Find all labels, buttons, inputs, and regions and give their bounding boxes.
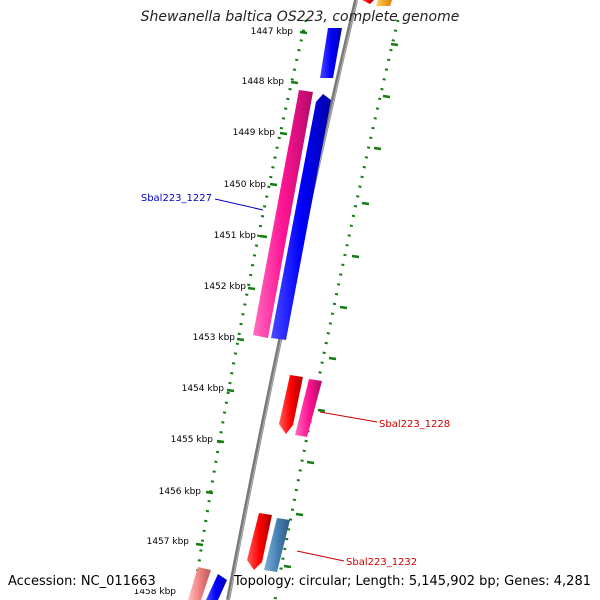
tick-mark: [295, 512, 304, 517]
gene-feature-orange[interactable]: [376, 0, 392, 6]
tick-mark: [195, 542, 204, 547]
tick-ring-inner: [191, 19, 308, 600]
tick-marks: [195, 30, 399, 569]
tick-mark: [382, 94, 391, 99]
gene-feature-red[interactable]: [362, 0, 374, 4]
gene-feature-pink[interactable]: [188, 567, 211, 600]
tick-label: 1451 kbp: [214, 231, 257, 241]
tick-ring-outer: [273, 19, 400, 600]
tick-label: 1453 kbp: [193, 333, 236, 343]
tick-mark: [236, 337, 245, 342]
gene-feature-magenta[interactable]: [253, 90, 313, 338]
accession-text: Accession: NC_011663: [8, 574, 156, 589]
label-leader-line: [319, 411, 378, 423]
gene-feature-red[interactable]: [247, 513, 272, 570]
gene-feature-magenta[interactable]: [295, 379, 322, 437]
tick-label: 1458 kbp: [134, 587, 177, 597]
label-leader-line: [214, 198, 264, 211]
tick-mark: [317, 408, 326, 413]
label-leader-line: [296, 550, 345, 562]
tick-mark: [328, 356, 337, 361]
tick-mark: [259, 234, 268, 239]
tick-label: 1457 kbp: [147, 537, 190, 547]
gene-feature-red[interactable]: [279, 375, 303, 434]
tick-mark: [306, 460, 315, 465]
tick-label: 1448 kbp: [242, 77, 285, 87]
tick-mark: [351, 254, 360, 259]
gene-feature-steelblue[interactable]: [264, 518, 290, 572]
gene-feature-blue[interactable]: [206, 574, 227, 600]
tick-mark: [361, 201, 370, 206]
tick-mark: [299, 30, 308, 35]
tick-mark: [226, 388, 235, 393]
gene-feature-blue[interactable]: [271, 94, 331, 340]
tick-mark: [205, 490, 214, 495]
gene-label-sbal223-1232[interactable]: Sbal223_1232: [346, 557, 417, 568]
tick-mark: [373, 146, 382, 151]
tick-label: 1456 kbp: [159, 487, 202, 497]
tick-label: 1452 kbp: [204, 282, 247, 292]
tick-label: 1454 kbp: [182, 384, 225, 394]
tick-mark: [283, 564, 292, 569]
gene-label-sbal223-1227[interactable]: Sbal223_1227: [141, 193, 212, 204]
tick-label: 1455 kbp: [171, 435, 214, 445]
tick-mark: [269, 182, 278, 187]
tick-mark: [290, 80, 299, 85]
tick-mark: [247, 286, 256, 291]
tick-label: 1449 kbp: [233, 128, 276, 138]
genome-title: Shewanella baltica OS223, complete genom…: [140, 9, 460, 25]
tick-mark: [279, 131, 288, 136]
tick-label: 1447 kbp: [251, 27, 294, 37]
genome-summary-text: Topology: circular; Length: 5,145,902 bp…: [233, 574, 591, 589]
tick-mark: [216, 439, 225, 444]
tick-mark: [339, 305, 348, 310]
tick-mark: [390, 42, 399, 47]
gene-label-sbal223-1228[interactable]: Sbal223_1228: [379, 419, 450, 430]
gene-feature-blue[interactable]: [320, 28, 342, 78]
tick-label: 1450 kbp: [224, 180, 267, 190]
